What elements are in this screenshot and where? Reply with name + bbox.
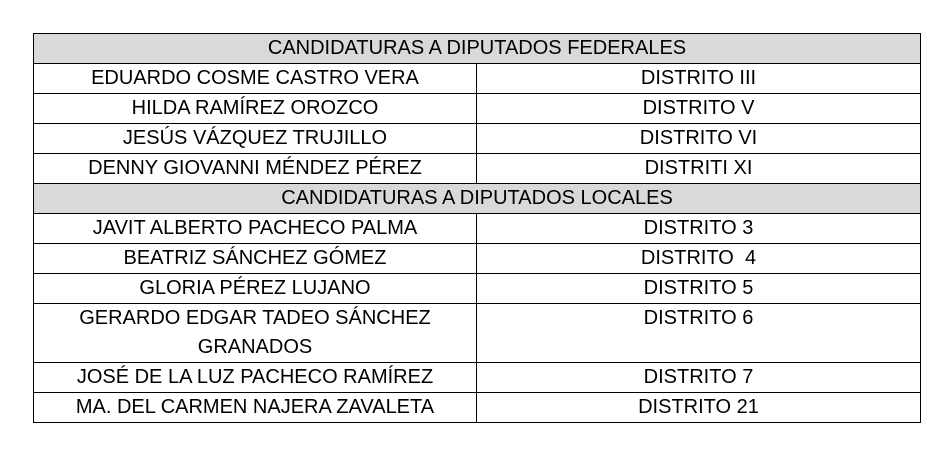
- candidate-name-cell: JAVIT ALBERTO PACHECO PALMA: [33, 213, 477, 244]
- candidate-name-cell: GERARDO EDGAR TADEO SÁNCHEZ GRANADOS: [33, 303, 477, 363]
- district-cell: DISTRITO 4: [475, 243, 922, 274]
- section-header-row-locales: CANDIDATURAS A DIPUTADOS LOCALES: [32, 183, 922, 214]
- district-cell: DISTRITI XI: [475, 153, 922, 184]
- section-header-locales: CANDIDATURAS A DIPUTADOS LOCALES: [32, 183, 922, 214]
- table-row: GLORIA PÉREZ LUJANO DISTRITO 5: [33, 273, 922, 304]
- table-row: JOSÉ DE LA LUZ PACHECO RAMÍREZ DISTRITO …: [33, 362, 922, 393]
- section-header-row-federales: CANDIDATURAS A DIPUTADOS FEDERALES: [32, 33, 922, 64]
- table-row: JESÚS VÁZQUEZ TRUJILLO DISTRITO VI: [33, 123, 922, 154]
- candidate-name-cell: JOSÉ DE LA LUZ PACHECO RAMÍREZ: [33, 362, 477, 393]
- table-row: DENNY GIOVANNI MÉNDEZ PÉREZ DISTRITI XI: [33, 153, 922, 184]
- district-cell: DISTRITO 5: [475, 273, 922, 304]
- district-cell: DISTRITO VI: [475, 123, 922, 154]
- candidate-name-cell: DENNY GIOVANNI MÉNDEZ PÉREZ: [33, 153, 477, 184]
- candidate-name-cell: BEATRIZ SÁNCHEZ GÓMEZ: [33, 243, 477, 274]
- district-cell: DISTRITO 3: [475, 213, 922, 244]
- district-cell: DISTRITO 6: [475, 303, 922, 363]
- candidate-name-cell: GLORIA PÉREZ LUJANO: [33, 273, 477, 304]
- district-cell: DISTRITO 7: [475, 362, 922, 393]
- table-row-two-line: GERARDO EDGAR TADEO SÁNCHEZ GRANADOS DIS…: [33, 303, 922, 363]
- table-row: JAVIT ALBERTO PACHECO PALMA DISTRITO 3: [33, 213, 922, 244]
- district-cell: DISTRITO III: [475, 63, 922, 94]
- candidate-name-cell: JESÚS VÁZQUEZ TRUJILLO: [33, 123, 477, 154]
- candidate-name-cell: HILDA RAMÍREZ OROZCO: [33, 93, 477, 124]
- table-row: HILDA RAMÍREZ OROZCO DISTRITO V: [33, 93, 922, 124]
- table-row: BEATRIZ SÁNCHEZ GÓMEZ DISTRITO 4: [33, 243, 922, 274]
- district-cell: DISTRITO V: [475, 93, 922, 124]
- section-header-federales: CANDIDATURAS A DIPUTADOS FEDERALES: [32, 33, 922, 64]
- candidate-name-cell: MA. DEL CARMEN NAJERA ZAVALETA: [33, 392, 477, 423]
- candidate-name-cell: EDUARDO COSME CASTRO VERA: [33, 63, 477, 94]
- table-row: EDUARDO COSME CASTRO VERA DISTRITO III: [33, 63, 922, 94]
- table-row: MA. DEL CARMEN NAJERA ZAVALETA DISTRITO …: [33, 392, 922, 423]
- candidates-table: CANDIDATURAS A DIPUTADOS FEDERALES EDUAR…: [32, 33, 922, 423]
- district-cell: DISTRITO 21: [475, 392, 922, 423]
